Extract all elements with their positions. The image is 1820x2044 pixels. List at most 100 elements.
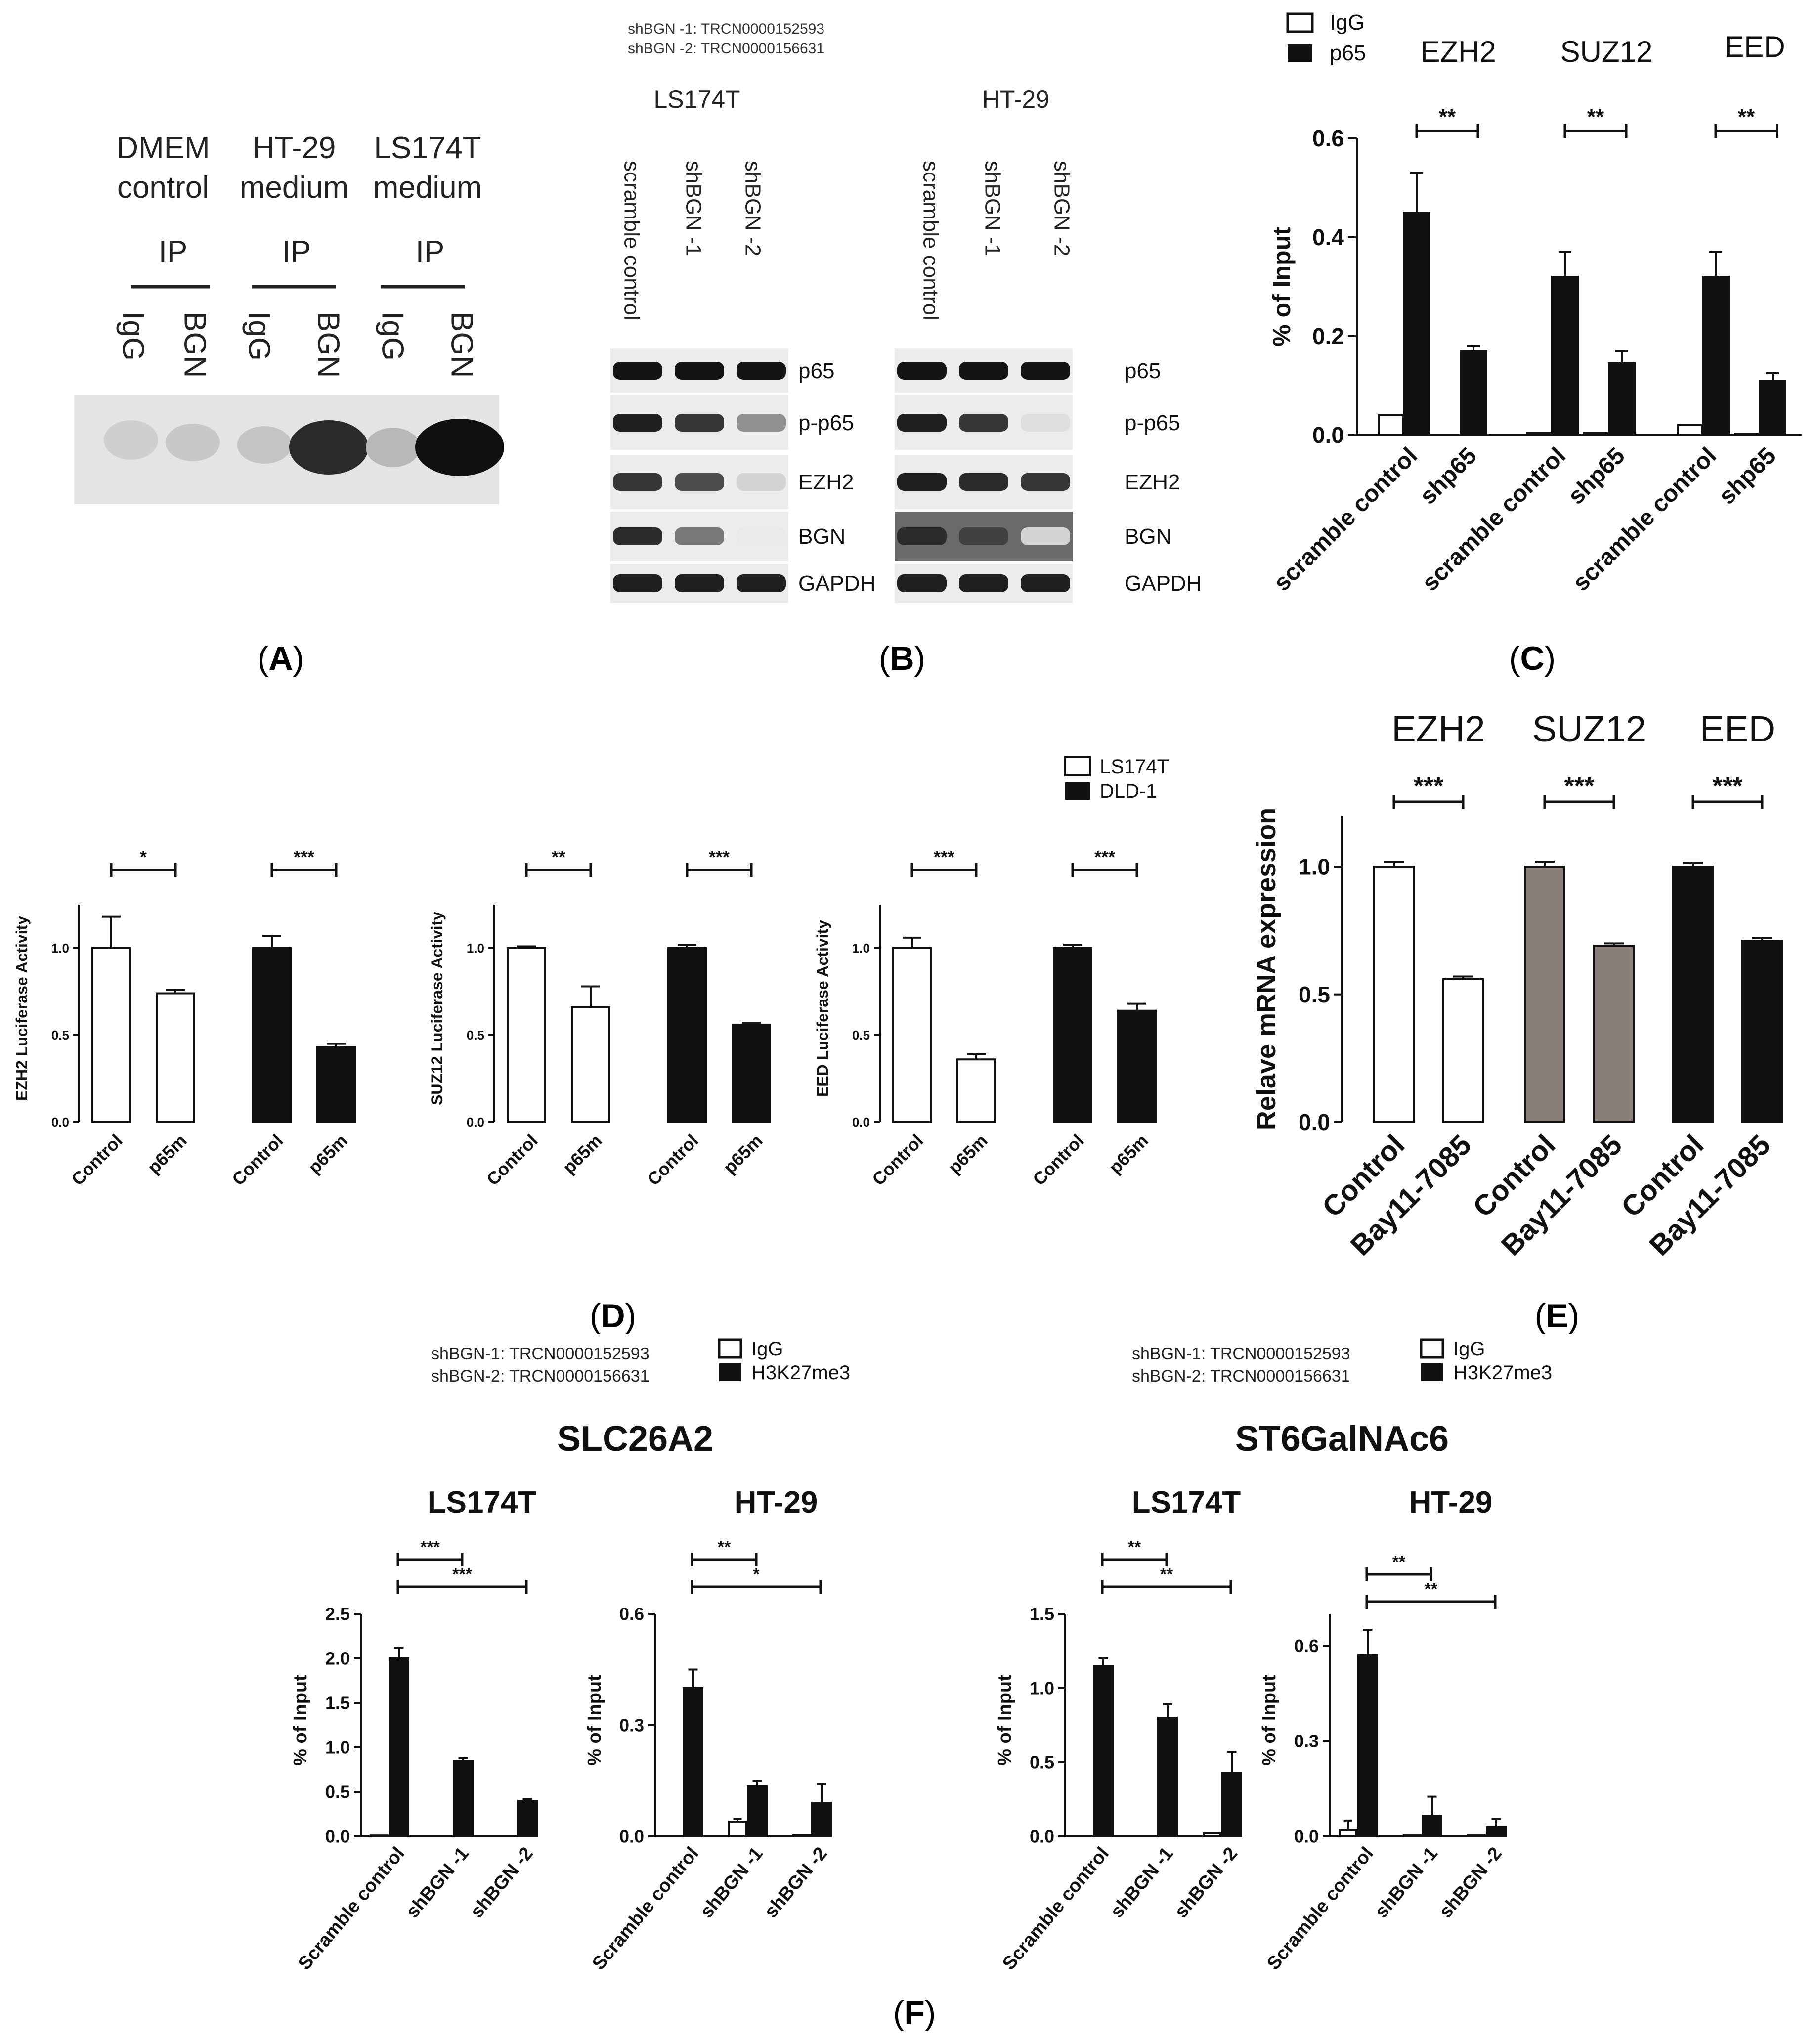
panel-c-x-tick-label: scramble control xyxy=(1269,442,1423,596)
panel-f-right-note-1: shBGN-1: TRCN0000152593 xyxy=(1132,1345,1350,1363)
panel-b-right-band xyxy=(897,362,947,380)
panel-f-left-title: SLC26A2 xyxy=(557,1419,713,1459)
panel-f-st6galnac6-ls174t-sig-label: ** xyxy=(1128,1538,1141,1557)
panel-d-ezh2-bar xyxy=(316,1046,356,1123)
panel-d-ezh2-sig-label: * xyxy=(140,847,147,867)
panel-label-a: (A) xyxy=(258,640,304,677)
panel-f-slc26a2-ht29-bar xyxy=(811,1802,832,1837)
panel-b-right-band xyxy=(1021,414,1070,432)
panel-d-ezh2-sig-label: *** xyxy=(294,847,314,867)
panel-f-st6galnac6-ht29-x-tick-label: shBGN -2 xyxy=(1435,1843,1506,1922)
panel-e-sig-label: *** xyxy=(1564,772,1595,801)
panel-c-group-title: EZH2 xyxy=(1420,35,1496,68)
panel-c-legend-swatch-igg xyxy=(1286,12,1314,33)
panel-f-slc26a2-ls174t-y-tick-label: 0.0 xyxy=(325,1827,350,1847)
panel-d-eed-x-tick-label: p65m xyxy=(944,1131,991,1177)
panel-d-suz12-y-tick-label: 1.0 xyxy=(467,941,484,956)
panel-label-b-letter: B xyxy=(890,640,914,677)
panel-b-right-band xyxy=(959,527,1008,545)
panel-e-bar xyxy=(1373,866,1415,1124)
panel-f-st6galnac6-ls174t-x-tick-label: Scramble control xyxy=(998,1843,1113,1974)
panel-d-suz12-bar xyxy=(667,947,707,1123)
panel-f-left-legend-swatch-ip xyxy=(719,1363,741,1381)
panel-f-right-legend-swatch-ip xyxy=(1421,1363,1443,1381)
panel-e-y-tick-label: 1.0 xyxy=(1299,854,1330,879)
panel-e-sig-label: *** xyxy=(1713,772,1743,801)
panel-b-note-2: shBGN -2: TRCN0000156631 xyxy=(628,41,824,57)
panel-d-suz12-bar xyxy=(507,947,546,1123)
panel-f-right-legend-igg: IgG xyxy=(1453,1338,1485,1360)
panel-f-st6galnac6-ht29-bar xyxy=(1403,1834,1422,1838)
panel-f-slc26a2-ls174t-sig-label: *** xyxy=(452,1565,472,1584)
panel-b-right-band xyxy=(897,527,947,545)
panel-f-left-legend-ip: H3K27me3 xyxy=(751,1362,850,1384)
panel-d-suz12-sig-label: ** xyxy=(552,847,565,867)
panel-label-b: (B) xyxy=(879,640,925,677)
panel-label-f-letter: F xyxy=(904,1994,925,2032)
panel-b-blots: p65 p-p65 EZH2 BGN GAPDH p65 p-p65 EZH2 BGN GAPDH xyxy=(610,348,1202,603)
panel-d-suz12-bar xyxy=(732,1023,771,1123)
panel-a-lane-label: BGN xyxy=(311,311,346,378)
panel-b-cell-right: HT-29 xyxy=(982,86,1049,113)
panel-c-chart: 0.0 0.2 0.4 0.6 % of Input IgG p65 EZH2 ** scramb… xyxy=(1268,10,1802,596)
panel-c-x-tick-label: shp65 xyxy=(1563,442,1630,510)
panel-a-col1-line1: DMEM xyxy=(116,131,210,165)
panel-f-st6galnac6-ht29-bar xyxy=(1422,1815,1442,1838)
panel-d-eed-bar xyxy=(1117,1009,1157,1123)
panel-f-slc26a2-ls174t-y-tick-label: 1.5 xyxy=(325,1693,350,1713)
panel-a-lane-label: BGN xyxy=(445,311,479,378)
panel-d-suz12-y-tick-label: 0.0 xyxy=(467,1115,484,1130)
panel-f-slc26a2-ht29-bar xyxy=(747,1785,768,1837)
panel-a-ip-1: IP xyxy=(159,235,188,269)
panel-c-sig-label: ** xyxy=(1587,105,1604,129)
panel-c-group-title: EED xyxy=(1724,30,1785,63)
panel-c-sig-label: ** xyxy=(1738,105,1755,129)
panel-f-st6galnac6-ht29-x-tick-label: Scramble control xyxy=(1263,1843,1378,1974)
panel-c-y-axis-label: % of Input xyxy=(1268,227,1296,347)
panel-f-left-note-2: shBGN-2: TRCN0000156631 xyxy=(431,1367,650,1386)
panel-f-slc26a2-ls174t-bar xyxy=(517,1800,538,1837)
panel-f-st6galnac6-ht29-bar xyxy=(1357,1654,1378,1838)
panel-d-suz12-x-tick-label: p65m xyxy=(719,1131,766,1177)
panel-d-suz12-sig-label: *** xyxy=(709,847,730,867)
panel-f-slc26a2-ls174t-x-tick-label: shBGN -2 xyxy=(466,1843,537,1922)
panel-b-right-band xyxy=(1021,574,1070,592)
panel-a-lane-label: IgG xyxy=(376,311,410,361)
panel-b-left-band xyxy=(675,362,724,380)
panel-e-y-tick-label: 0.0 xyxy=(1299,1109,1330,1135)
panel-e-bar xyxy=(1672,866,1714,1124)
panel-b-left-band xyxy=(675,473,724,491)
panel-b-left-band xyxy=(737,527,786,545)
panel-b-left-row-label: p-p65 xyxy=(798,411,854,435)
panel-b-left-band xyxy=(613,527,662,545)
panel-a-col2-line1: HT-29 xyxy=(253,131,336,165)
panel-f-st6galnac6-ht29-x-tick-label: shBGN -1 xyxy=(1371,1843,1441,1922)
panel-e-bar xyxy=(1524,866,1565,1124)
panel-f-slc26a2-ht29-y-tick-label: 0.0 xyxy=(619,1827,644,1847)
panel-d-eed-x-tick-label: Control xyxy=(1029,1131,1087,1189)
panel-f-right-title: ST6GalNAc6 xyxy=(1235,1419,1449,1459)
panel-d-ezh2-x-tick-label: Control xyxy=(67,1131,126,1189)
panel-b-right-band xyxy=(959,574,1008,592)
panel-f-slc26a2-ht29-x-tick-label: shBGN -2 xyxy=(760,1843,831,1922)
panel-d-ezh2-x-tick-label: Control xyxy=(228,1131,287,1189)
panel-f-st6galnac6-ls174t-bar xyxy=(1157,1717,1178,1837)
panel-d-ezh2-y-tick-label: 0.0 xyxy=(51,1115,69,1130)
panel-b-left-lane-label: shBGN -1 xyxy=(681,161,705,256)
panel-f-slc26a2-ls174t-y-tick-label: 2.0 xyxy=(325,1649,350,1669)
panel-b-right-band xyxy=(897,473,947,491)
panel-b-right-band xyxy=(959,414,1008,432)
panel-a-ip-3: IP xyxy=(416,235,445,269)
panel-d-ezh2-y-axis-label: EZH2 Luciferase Activity xyxy=(13,916,31,1101)
panel-label-e: (E) xyxy=(1535,1297,1580,1335)
panel-d-eed-y-tick-label: 0.5 xyxy=(852,1028,870,1043)
panel-f-slc26a2-ls174t-bar xyxy=(370,1834,389,1837)
panel-d-ezh2-bar xyxy=(252,947,292,1123)
panel-b-left-band xyxy=(613,473,662,491)
panel-a-band xyxy=(289,420,368,475)
panel-a-band xyxy=(415,419,504,476)
panel-c-bar xyxy=(1551,276,1579,436)
panel-f-slc26a2-ls174t-x-tick-label: Scramble control xyxy=(294,1843,409,1974)
panel-c-y-tick-label: 0.6 xyxy=(1312,126,1344,151)
